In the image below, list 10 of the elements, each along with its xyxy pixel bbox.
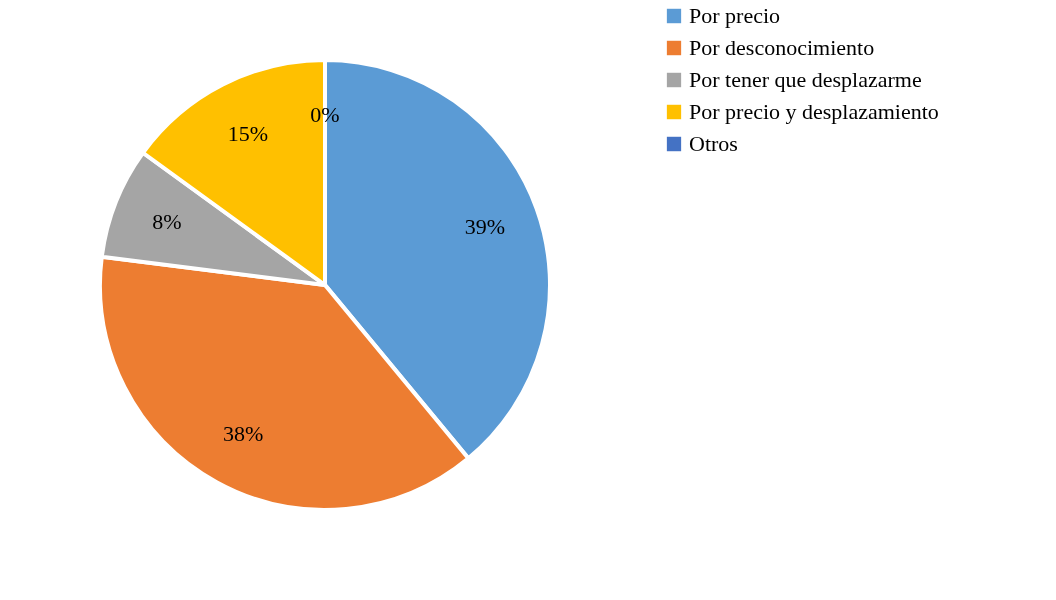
legend-label: Por precio y desplazamiento [689,99,939,124]
text: 0% [310,102,340,127]
legend-label: Por precio [689,3,781,28]
data-label: 38% [222,420,264,446]
data-label: 15% [227,120,268,146]
legend-label: Por tener que desplazarme [689,67,922,92]
legend-label: Otros [689,131,738,156]
legend-label: Por desconocimiento [689,35,875,60]
data-label: 39% [464,214,506,240]
data-label: 8% [152,209,182,235]
